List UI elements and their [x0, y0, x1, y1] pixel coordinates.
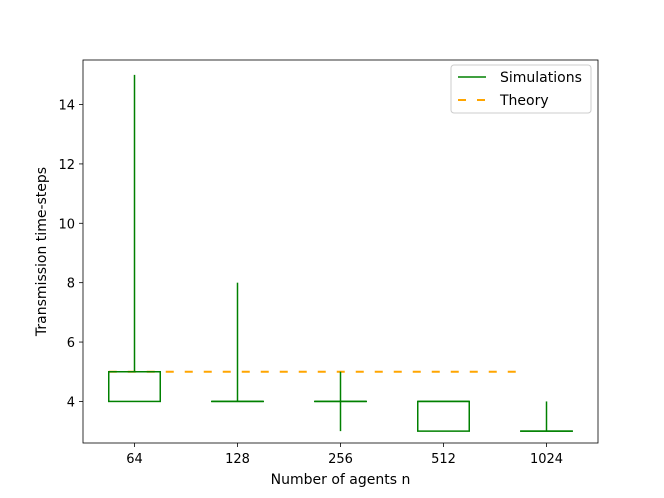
x-tick-label: 128 [225, 452, 250, 467]
y-axis-label: Transmission time-steps [34, 167, 50, 337]
axis-ticks: 4 6 8 10 12 14 64 128 256 512 1024 [58, 99, 563, 467]
y-tick-label: 8 [67, 277, 75, 292]
legend-theory-label: Theory [499, 93, 549, 109]
box-256 [314, 371, 367, 432]
legend: Simulations Theory [450, 64, 592, 114]
x-tick-label: 256 [328, 452, 353, 467]
x-axis-label: Number of agents n [271, 472, 411, 488]
box-64 [108, 74, 161, 403]
y-tick-label: 6 [67, 336, 75, 351]
plot-frame [82, 59, 599, 444]
box-128 [211, 282, 264, 403]
simulation-boxes [108, 74, 573, 432]
y-tick-label: 4 [67, 395, 75, 410]
legend-simulations-label: Simulations [500, 70, 582, 86]
x-tick-label: 512 [431, 452, 456, 467]
box-1024 [520, 401, 573, 432]
x-tick-label: 64 [126, 452, 143, 467]
x-tick-label: 1024 [530, 452, 563, 467]
y-tick-label: 10 [58, 217, 75, 232]
box-512 [417, 400, 470, 432]
y-tick-label: 14 [58, 99, 75, 114]
y-tick-label: 12 [58, 158, 75, 173]
